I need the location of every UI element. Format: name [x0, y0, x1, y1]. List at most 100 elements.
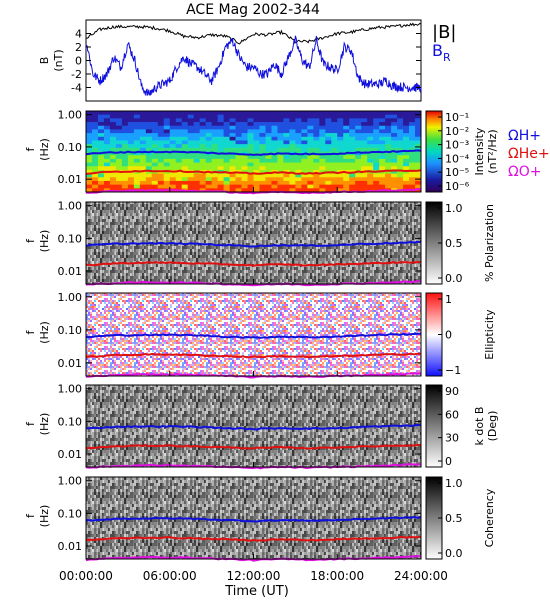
intensity-cell — [331, 122, 338, 127]
intensity-cell — [319, 140, 326, 145]
intensity-cell — [283, 162, 290, 167]
intensity-cell — [223, 184, 230, 189]
intensity-cell — [415, 111, 422, 116]
intensity-cell — [301, 129, 308, 134]
intensity-cell — [103, 122, 111, 127]
intensity-cell — [355, 162, 362, 167]
intensity-cell — [361, 155, 368, 160]
intensity-cell — [133, 147, 141, 152]
intensity-cell — [157, 151, 165, 156]
intensity-cell — [223, 147, 230, 152]
intensity-cell — [385, 125, 392, 130]
intensity-cell — [391, 140, 398, 145]
intensity-cell — [367, 184, 374, 189]
intensity-cell — [229, 147, 236, 152]
intensity-cell — [187, 166, 195, 171]
intensity-cell — [403, 122, 410, 127]
intensity-cell — [331, 180, 338, 186]
intensity-cell — [283, 177, 290, 182]
intensity-cell — [229, 188, 236, 193]
intensity-cell — [205, 158, 213, 163]
intensity-cell — [151, 158, 159, 163]
intensity-cell — [277, 136, 284, 141]
intensity-cell — [295, 136, 302, 141]
intensity-cell — [121, 166, 129, 171]
intensity-cell — [181, 147, 189, 152]
intensity-cell — [247, 166, 254, 171]
intensity-cell — [187, 122, 195, 127]
intensity-cell — [151, 140, 159, 145]
freq-ytick-label: 0.01 — [58, 540, 83, 553]
intensity-cell — [199, 125, 207, 130]
colorbar-tick-label: 10⁻⁵ — [445, 166, 469, 179]
intensity-cell — [349, 129, 356, 134]
intensity-cell — [241, 177, 248, 182]
intensity-cell — [367, 166, 374, 171]
intensity-cell — [157, 111, 165, 116]
intensity-cell — [103, 140, 111, 145]
intensity-cell — [86, 118, 93, 123]
intensity-cell — [277, 177, 284, 182]
intensity-cell — [235, 133, 242, 138]
intensity-cell — [307, 184, 314, 189]
freq-ytick-label: 0.10 — [58, 232, 83, 245]
intensity-cell — [307, 111, 314, 116]
intensity-cell — [97, 144, 105, 149]
intensity-cell — [319, 162, 326, 167]
intensity-cell — [193, 180, 201, 186]
intensity-cell — [157, 147, 165, 152]
intensity-cell — [373, 166, 380, 171]
intensity-cell — [253, 162, 260, 167]
freq-ytick-label: 1.00 — [58, 200, 83, 213]
intensity-cell — [97, 158, 105, 163]
intensity-cell — [271, 136, 278, 141]
intensity-cell — [163, 114, 171, 119]
intensity-cell — [229, 136, 236, 141]
intensity-cell — [259, 173, 266, 178]
intensity-cell — [211, 144, 219, 149]
intensity-cell — [325, 188, 332, 193]
intensity-cell — [169, 162, 177, 167]
intensity-cell — [415, 180, 422, 186]
colorbar-tick-label: 10⁻⁴ — [445, 152, 470, 165]
intensity-cell — [283, 166, 290, 171]
intensity-cell — [271, 155, 278, 160]
intensity-cell — [313, 140, 320, 145]
intensity-cell — [313, 129, 320, 134]
intensity-cell — [259, 125, 266, 130]
intensity-cell — [301, 122, 308, 127]
overlay-h-plus — [85, 423, 422, 431]
intensity-cell — [121, 180, 129, 186]
intensity-cell — [349, 147, 356, 152]
intensity-cell — [115, 184, 123, 189]
intensity-cell — [211, 162, 219, 167]
intensity-cell — [199, 129, 207, 134]
intensity-cell — [97, 162, 105, 167]
intensity-cell — [169, 155, 177, 160]
intensity-cell — [86, 122, 93, 127]
intensity-cell — [277, 118, 284, 123]
intensity-cell — [319, 155, 326, 160]
intensity-cell — [301, 158, 308, 163]
intensity-cell — [133, 144, 141, 149]
intensity-cell — [343, 147, 350, 152]
intensity-cell — [355, 136, 362, 141]
intensity-cell — [373, 173, 380, 178]
intensity-cell — [295, 180, 302, 186]
intensity-cell — [187, 144, 195, 149]
intensity-cell — [181, 140, 189, 145]
intensity-cell — [193, 166, 201, 171]
intensity-cell — [229, 155, 236, 160]
intensity-cell — [307, 162, 314, 167]
intensity-cell — [337, 125, 344, 130]
intensity-cell — [283, 180, 290, 186]
intensity-cell — [169, 173, 177, 178]
intensity-cell — [127, 158, 135, 163]
b-ytick-label: 4 — [75, 28, 82, 41]
intensity-cell — [193, 118, 201, 123]
intensity-cell — [373, 136, 380, 141]
intensity-cell — [199, 180, 207, 186]
intensity-cell — [205, 125, 213, 130]
intensity-cell — [325, 173, 332, 178]
intensity-cell — [247, 151, 254, 156]
